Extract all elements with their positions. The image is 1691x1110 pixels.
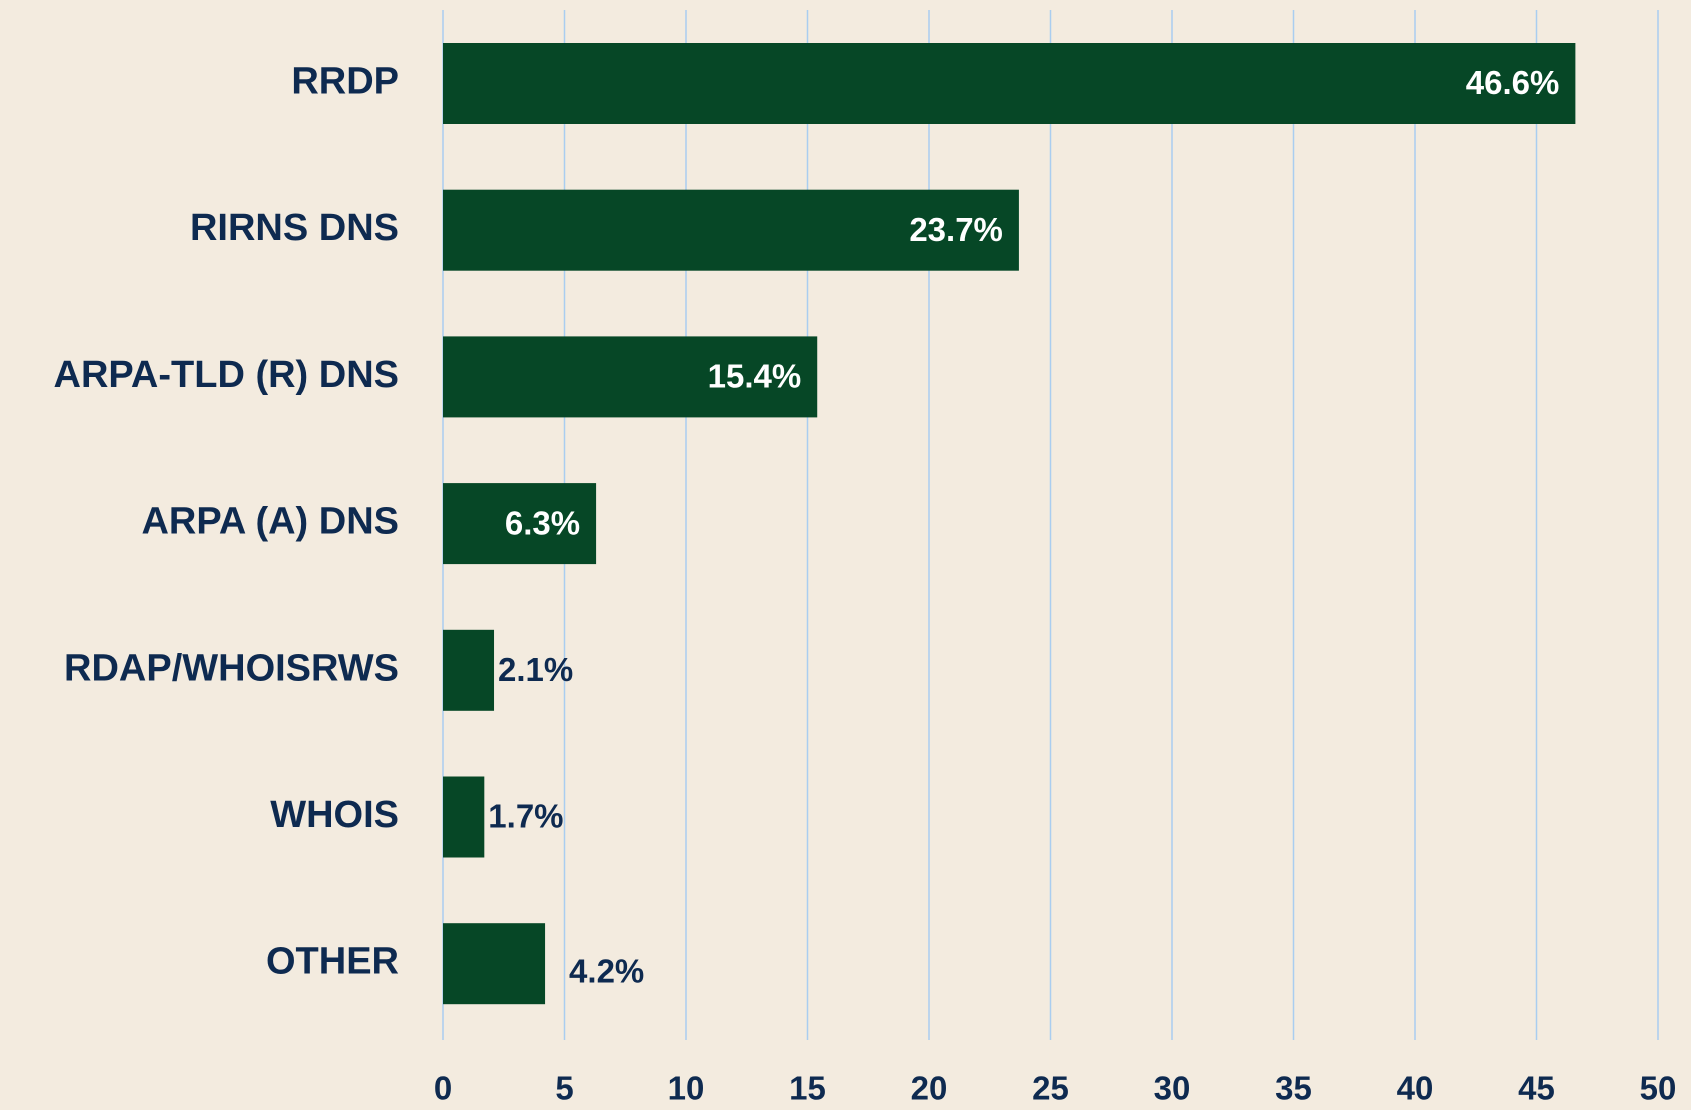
category-label: RIRNS DNS xyxy=(190,207,399,249)
x-tick-label: 50 xyxy=(1640,1070,1677,1107)
x-tick-label: 0 xyxy=(434,1070,452,1107)
bar xyxy=(443,923,546,1005)
x-tick-label: 45 xyxy=(1518,1070,1555,1107)
bar xyxy=(443,483,597,565)
value-label: 4.2% xyxy=(569,952,644,989)
x-tick-label: 20 xyxy=(911,1070,948,1107)
value-label: 2.1% xyxy=(498,651,573,688)
value-label: 1.7% xyxy=(488,798,563,835)
x-tick-label: 40 xyxy=(1397,1070,1434,1107)
bar xyxy=(443,336,818,418)
value-label: 23.7% xyxy=(909,211,1003,248)
value-label: 15.4% xyxy=(708,358,802,395)
bar xyxy=(443,776,485,858)
x-tick-label: 25 xyxy=(1032,1070,1069,1107)
value-label: 46.6% xyxy=(1466,64,1560,101)
x-tick-label: 10 xyxy=(668,1070,705,1107)
category-label: RDAP/WHOISRWS xyxy=(64,647,399,689)
category-label: ARPA (A) DNS xyxy=(141,501,399,543)
x-tick-label: 30 xyxy=(1154,1070,1191,1107)
bar xyxy=(443,629,495,711)
category-label: ARPA-TLD (R) DNS xyxy=(54,354,399,396)
category-label: WHOIS xyxy=(270,794,399,836)
x-tick-label: 15 xyxy=(789,1070,826,1107)
bar xyxy=(443,189,1019,271)
x-tick-label: 35 xyxy=(1275,1070,1312,1107)
bar xyxy=(443,43,1576,124)
x-tick-label: 5 xyxy=(555,1070,573,1107)
value-label: 6.3% xyxy=(505,504,580,541)
category-label: RRDP xyxy=(291,61,399,103)
category-label: OTHER xyxy=(266,941,399,983)
